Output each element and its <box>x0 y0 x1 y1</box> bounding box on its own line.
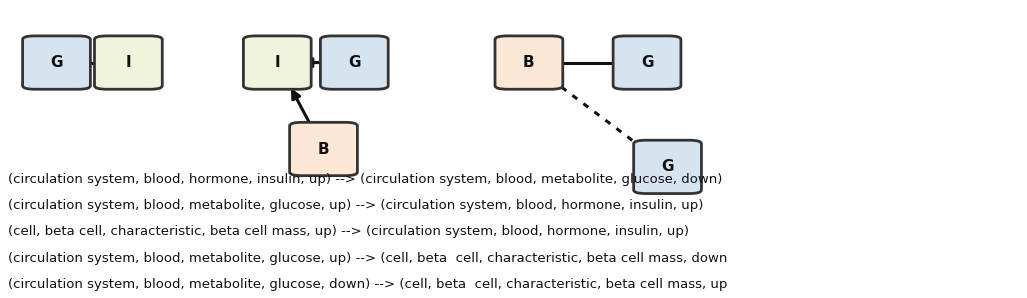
FancyBboxPatch shape <box>320 36 388 89</box>
FancyBboxPatch shape <box>634 140 701 194</box>
FancyBboxPatch shape <box>94 36 162 89</box>
Text: G: G <box>50 55 63 70</box>
Text: (circulation system, blood, metabolite, glucose, up) --> (circulation system, bl: (circulation system, blood, metabolite, … <box>8 199 703 212</box>
Text: (circulation system, blood, metabolite, glucose, up) --> (cell, beta  cell, char: (circulation system, blood, metabolite, … <box>8 252 727 265</box>
FancyBboxPatch shape <box>23 36 90 89</box>
Text: G: G <box>348 55 360 70</box>
Text: I: I <box>274 55 280 70</box>
FancyBboxPatch shape <box>290 122 357 176</box>
FancyBboxPatch shape <box>243 36 311 89</box>
Text: B: B <box>317 142 330 156</box>
FancyBboxPatch shape <box>495 36 563 89</box>
Text: G: G <box>641 55 653 70</box>
Text: (cell, beta cell, characteristic, beta cell mass, up) --> (circulation system, b: (cell, beta cell, characteristic, beta c… <box>8 225 689 238</box>
Text: B: B <box>523 55 535 70</box>
Text: G: G <box>661 159 674 174</box>
Text: (circulation system, blood, hormone, insulin, up) --> (circulation system, blood: (circulation system, blood, hormone, ins… <box>8 173 723 186</box>
Text: I: I <box>125 55 131 70</box>
FancyBboxPatch shape <box>613 36 681 89</box>
Text: (circulation system, blood, metabolite, glucose, down) --> (cell, beta  cell, ch: (circulation system, blood, metabolite, … <box>8 278 727 291</box>
